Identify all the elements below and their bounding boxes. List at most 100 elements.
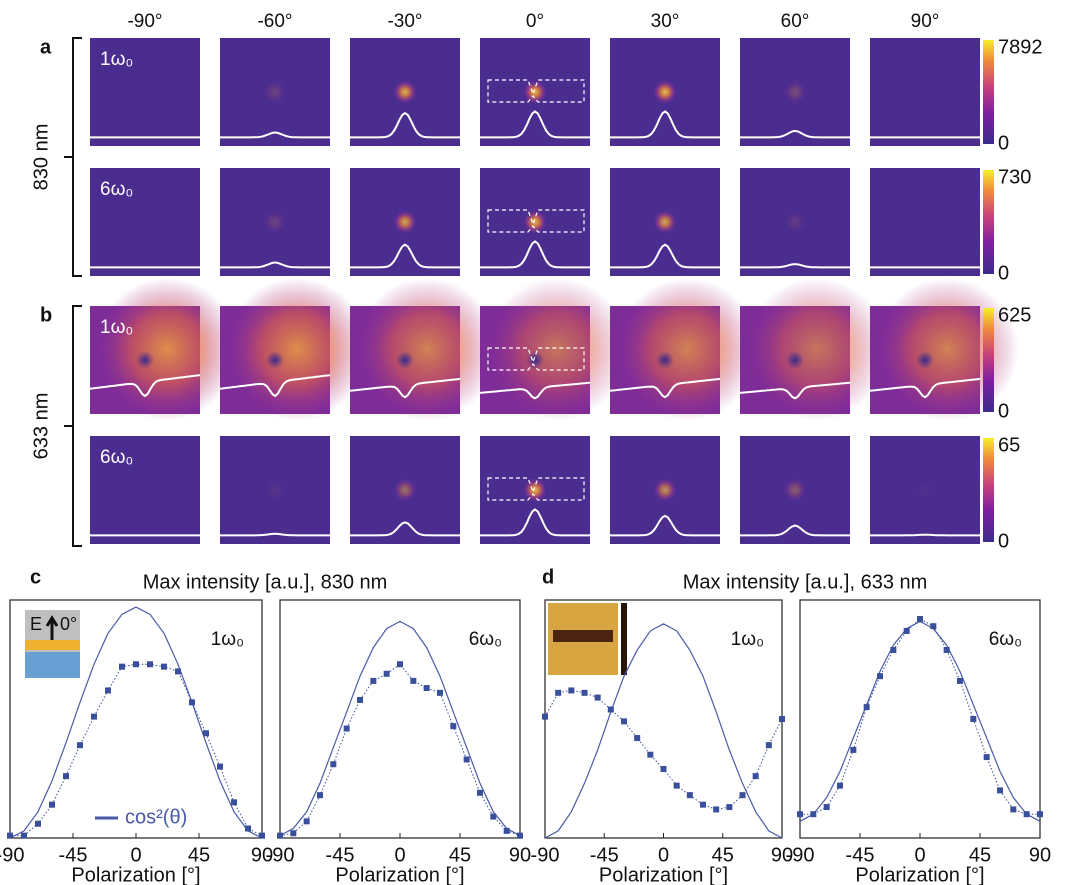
data-point	[477, 789, 483, 796]
wavelength-label: 830 nm	[30, 124, 52, 191]
data-point	[752, 773, 759, 780]
x-tick-label: 45	[188, 844, 210, 866]
harmonic-label: 6ω₀	[100, 179, 133, 200]
data-point	[739, 792, 746, 799]
spot	[393, 478, 417, 502]
dip	[916, 351, 934, 369]
angle-label: -30°	[387, 11, 422, 32]
data-point	[903, 627, 910, 634]
data-point	[259, 832, 265, 839]
data-point	[713, 806, 720, 813]
image-panel	[870, 38, 980, 146]
data-point	[568, 687, 575, 694]
spot	[393, 80, 417, 104]
data-point	[147, 661, 153, 668]
spot	[393, 210, 417, 234]
dip	[526, 351, 544, 369]
data-point	[231, 799, 237, 806]
data-point	[1023, 811, 1030, 818]
data-point	[542, 713, 548, 720]
spot	[653, 478, 677, 502]
colorbar-max: 7892	[998, 36, 1043, 58]
afm-structure	[553, 630, 613, 642]
colorbar	[983, 308, 994, 412]
data-point	[317, 792, 323, 799]
x-tick-label: -45	[59, 844, 88, 866]
data-point	[450, 723, 457, 730]
colorbar-min: 0	[998, 262, 1009, 284]
profile	[610, 243, 720, 269]
x-tick-label: 0	[130, 844, 141, 866]
fit-curve	[279, 620, 521, 837]
data-point	[370, 677, 377, 684]
inset-text: 0°	[60, 614, 77, 634]
image-panel	[740, 168, 850, 276]
data-point	[490, 813, 497, 820]
data-point	[161, 663, 167, 670]
image-panel	[90, 38, 200, 146]
colorbar	[983, 40, 994, 144]
x-axis-label: Polarization [°]	[855, 864, 984, 885]
data-point	[607, 706, 614, 713]
data-point	[660, 765, 667, 772]
chart-title: Max intensity [a.u.], 633 nm	[683, 571, 928, 593]
image-panel	[350, 38, 460, 146]
image-background	[870, 38, 980, 146]
data-point	[621, 718, 627, 725]
image-panel	[220, 38, 330, 146]
data-point	[503, 827, 510, 834]
harmonic-label: 1ω₀	[100, 49, 133, 70]
x-tick-label: -90	[0, 844, 24, 866]
image-panel	[480, 168, 590, 276]
data-point	[823, 804, 830, 811]
bracket	[64, 305, 82, 547]
data-point	[863, 704, 870, 711]
spot	[913, 478, 937, 502]
angle-label: 0°	[526, 11, 544, 32]
profile	[480, 508, 590, 537]
data-connector	[279, 663, 521, 837]
profile	[869, 377, 981, 399]
data-point	[930, 623, 937, 630]
data-point	[63, 773, 69, 780]
spot	[523, 478, 547, 502]
image-panel	[740, 436, 850, 544]
image-panel	[739, 277, 889, 421]
profile	[350, 243, 460, 269]
panel-label: c	[30, 566, 41, 588]
profile	[609, 377, 721, 399]
colorbar	[983, 170, 994, 274]
x-tick-label: 45	[969, 844, 991, 866]
data-point	[983, 754, 990, 761]
glow	[485, 277, 629, 421]
spot	[783, 210, 807, 234]
panel-label: a	[40, 36, 52, 58]
x-tick-label: 0	[658, 844, 669, 866]
data-point	[35, 820, 41, 827]
data-point	[217, 763, 223, 770]
profile	[610, 514, 720, 537]
data-point	[277, 832, 283, 839]
data-point	[21, 832, 27, 839]
harmonic-label: 6ω₀	[100, 447, 133, 468]
data-point	[330, 761, 337, 768]
spot	[263, 80, 287, 104]
image-panel	[740, 38, 850, 146]
image-panel	[219, 277, 369, 421]
image-panel	[610, 168, 720, 276]
data-point	[397, 661, 403, 668]
x-tick-label: -90	[266, 844, 295, 866]
legend-label: cos²(θ)	[125, 806, 187, 828]
data-point	[463, 756, 470, 763]
harmonic-label: 6ω₀	[469, 629, 502, 650]
data-point	[890, 646, 897, 653]
spot	[263, 210, 287, 234]
profile	[480, 110, 590, 139]
angle-label: 90°	[911, 11, 940, 32]
profile	[349, 377, 461, 399]
image-panel	[350, 436, 460, 544]
structure-outline	[487, 477, 585, 501]
fit-curve	[544, 623, 783, 839]
harmonic-label: 6ω₀	[989, 629, 1022, 650]
